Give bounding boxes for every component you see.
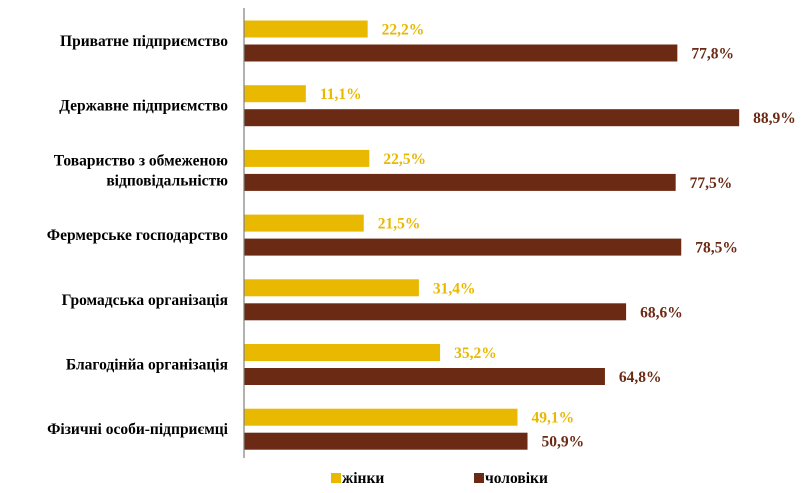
legend-label-men: чоловіки [485,470,548,487]
bar-women-3 [244,214,364,232]
bar-men-0 [244,44,678,62]
bar-men-6 [244,432,528,450]
category-label-6: Фізичні особи-підприємці [47,421,229,438]
bar-women-2 [244,149,370,167]
category-label-2-line-0: Товариство з обмеженою [54,152,228,169]
legend: жінки чоловіки [331,470,548,487]
bars-layer [244,20,740,450]
bar-women-5 [244,344,441,361]
value-label-men-5: 64,8% [619,369,662,386]
bar-men-2 [244,173,676,191]
value-labels: 22,2% 77,8% 11,1% 88,9% 22,5% 77,5% 21,5% 78,5%… [320,22,796,451]
value-label-men-0: 77,8% [691,46,734,63]
legend-label-women: жінки [342,470,384,487]
value-label-men-1: 88,9% [753,110,796,127]
value-label-women-3: 21,5% [378,216,421,233]
value-label-men-4: 68,6% [640,304,683,321]
value-label-men-6: 50,9% [542,434,585,451]
value-label-men-2: 77,5% [690,175,733,192]
value-label-women-6: 49,1% [531,410,574,427]
legend-swatch-women [331,473,341,483]
value-label-women-5: 35,2% [454,345,497,362]
bar-men-5 [244,368,605,385]
category-label-5: Благодінйа організація [66,357,228,374]
category-labels: Приватне підприємство Державне підприємст… [47,33,229,438]
category-label-0: Приватне підприємство [60,33,228,50]
bar-men-3 [244,238,682,256]
legend-swatch-men [474,473,484,483]
category-label-1: Державне підприємство [59,98,228,115]
bar-men-4 [244,303,627,321]
category-label-2-line-1: відповідальністю [106,172,228,189]
value-label-women-1: 11,1% [320,86,362,103]
bar-women-0 [244,20,368,38]
bar-women-6 [244,408,518,426]
value-label-women-2: 22,5% [383,151,426,168]
bar-women-4 [244,279,419,297]
bar-women-1 [244,85,306,103]
value-label-men-3: 78,5% [695,240,738,257]
bar-men-1 [244,109,740,127]
value-label-women-0: 22,2% [382,22,425,39]
value-label-women-4: 31,4% [433,280,476,297]
category-label-3: Фермерське господарство [47,227,228,244]
category-label-4: Громадська організація [62,292,228,309]
